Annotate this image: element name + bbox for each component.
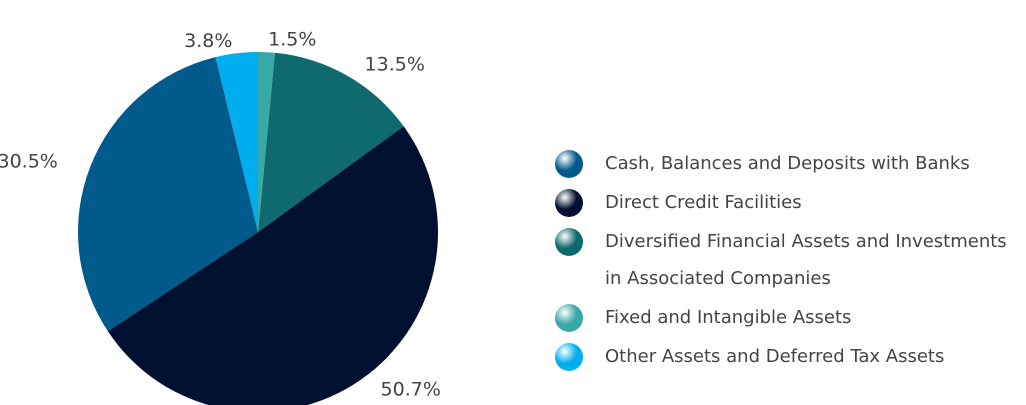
- legend-label: Direct Credit Facilities: [605, 192, 802, 213]
- legend-item: Direct Credit Facilities: [555, 184, 1025, 221]
- legend-label: Cash, Balances and Deposits with Banks: [605, 153, 970, 174]
- legend-marker: [555, 189, 583, 217]
- legend-label: Fixed and Intangible Assets: [605, 307, 852, 328]
- legend-item: Fixed and Intangible Assets: [555, 299, 1025, 336]
- pie-slice: [258, 52, 275, 232]
- legend-item: Other Assets and Deferred Tax Assets: [555, 338, 1025, 375]
- legend-marker: [555, 343, 583, 371]
- legend-label: Diversified Financial Assets and Investm…: [605, 231, 1007, 289]
- pie-slice: [258, 52, 404, 233]
- data-label: 50.7%: [381, 378, 441, 400]
- data-label: 13.5%: [365, 54, 425, 76]
- legend-item: Diversified Financial Assets and Investm…: [555, 223, 1025, 297]
- data-label: 3.8%: [184, 30, 232, 52]
- pie-slice: [215, 52, 258, 232]
- legend-label: Other Assets and Deferred Tax Assets: [605, 346, 945, 367]
- data-label: 1.5%: [268, 29, 316, 51]
- legend-marker: [555, 150, 583, 178]
- legend-marker: [555, 228, 583, 256]
- pie-slice: [77, 57, 258, 332]
- legend: Cash, Balances and Deposits with Banks Di…: [555, 145, 1025, 377]
- legend-marker: [555, 304, 583, 332]
- legend-item: Cash, Balances and Deposits with Banks: [555, 145, 1025, 182]
- data-label: 30.5%: [0, 150, 58, 172]
- pie-slice: [107, 126, 438, 405]
